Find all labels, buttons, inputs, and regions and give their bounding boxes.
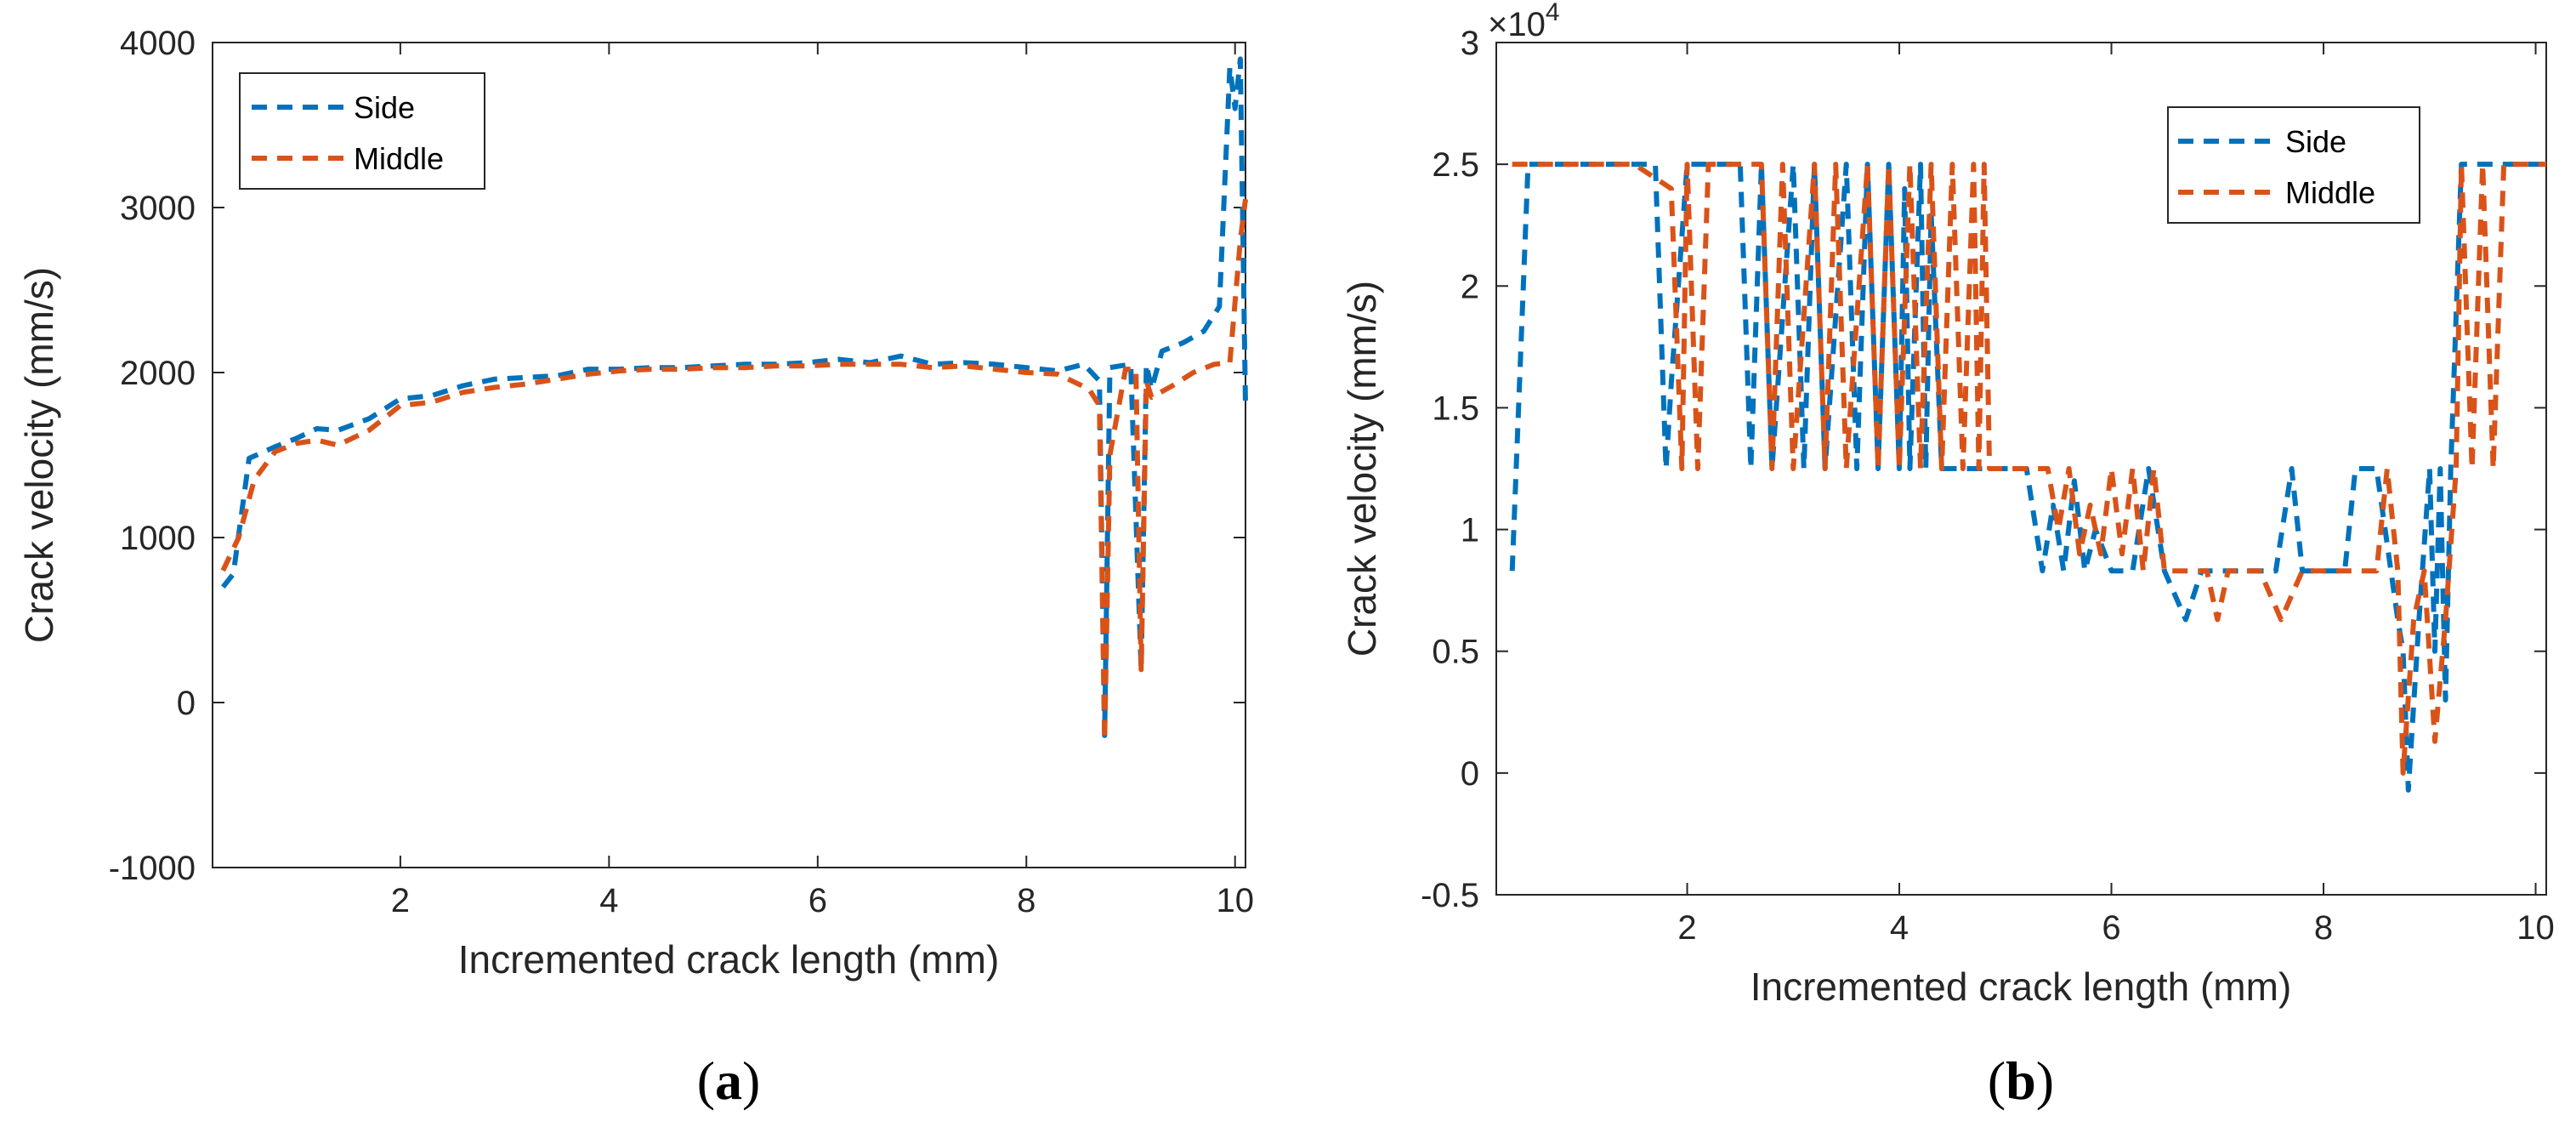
panel-b-ytick-labels: -0.5 0 0.5 1 1.5 2 2.5 3 [1421,25,1479,914]
panel-b-ytick-label: -0.5 [1421,877,1479,914]
panel-b-series-middle-line [1512,162,2546,776]
panel-b-legend-middle-label: Middle [2285,175,2375,210]
panel-b-ytick-label: 1 [1461,512,1479,549]
panel-b-ytick-label: 2 [1461,268,1479,305]
panel-a-xtick-labels: 2 4 6 8 10 [391,882,1254,919]
panel-b-xtick-label: 2 [1677,909,1696,947]
panel-b-ylabel: Crack velocity (mm/s) [1340,281,1384,657]
panel-b-series-side-line [1509,162,2546,793]
panel-a-xlabel: Incremented crack length (mm) [458,937,1000,982]
panel-b-xtick-label: 8 [2314,909,2333,947]
panel-b-xtick-labels: 2 4 6 8 10 [1677,909,2554,947]
panel-a-xtick-label: 10 [1216,882,1254,919]
panel-a-xtick-label: 2 [391,882,410,919]
panel-a-legend: Side Middle [239,72,485,190]
panel-b-caption: (b) [1988,1050,2054,1111]
panel-b-chart: 2 4 6 8 10 -0.5 0 0.5 1 1.5 2 2.5 3 ×104 Incremente… [1340,0,2555,1111]
panel-a-xtick-label: 4 [599,882,618,919]
panel-b-xtick-label: 10 [2516,909,2555,947]
panel-b-ytick-label: 1.5 [1432,390,1479,427]
panel-a-xtick-label: 6 [809,882,827,919]
panel-a-ytick-label: -1000 [109,850,196,887]
panel-a-chart: 2 4 6 8 10 -1000 0 1000 2000 3000 4000 Incremente… [17,25,1254,1111]
panel-b-ytick-label: 2.5 [1432,146,1479,184]
panel-a-series-middle-line [220,198,1248,743]
panel-a-legend-box [239,72,485,190]
panel-a-ticks [213,42,1245,868]
panel-a-caption: (a) [697,1050,761,1111]
panel-b-legend-box [2167,106,2420,224]
panel-a-legend-side-label: Side [354,90,415,125]
panel-a-ytick-labels: -1000 0 1000 2000 3000 4000 [109,25,196,887]
panel-b-exponent: ×104 [1488,0,1560,43]
panel-a-ytick-label: 1000 [120,520,196,557]
panel-a-ylabel: Crack velocity (mm/s) [17,267,61,643]
panel-b-legend-side-label: Side [2285,124,2346,159]
panel-b-xtick-label: 6 [2102,909,2120,947]
panel-a-xtick-label: 8 [1017,882,1036,919]
panel-b-series [1509,162,2546,793]
panel-b-xlabel: Incremented crack length (mm) [1750,965,2292,1009]
panel-b-ytick-label: 3 [1461,25,1479,62]
panel-a-ytick-label: 0 [177,685,196,722]
panel-a-ytick-label: 3000 [120,190,196,227]
panel-a-ytick-label: 4000 [120,25,196,62]
panel-a-legend-middle-label: Middle [354,141,444,176]
panel-a-ytick-label: 2000 [120,355,196,392]
panel-b-ytick-label: 0.5 [1432,634,1479,671]
panel-b-legend: Side Middle [2167,106,2420,224]
panel-b-ytick-label: 0 [1461,755,1479,793]
panel-a-series [220,56,1248,743]
panel-b-xtick-label: 4 [1890,909,1909,947]
